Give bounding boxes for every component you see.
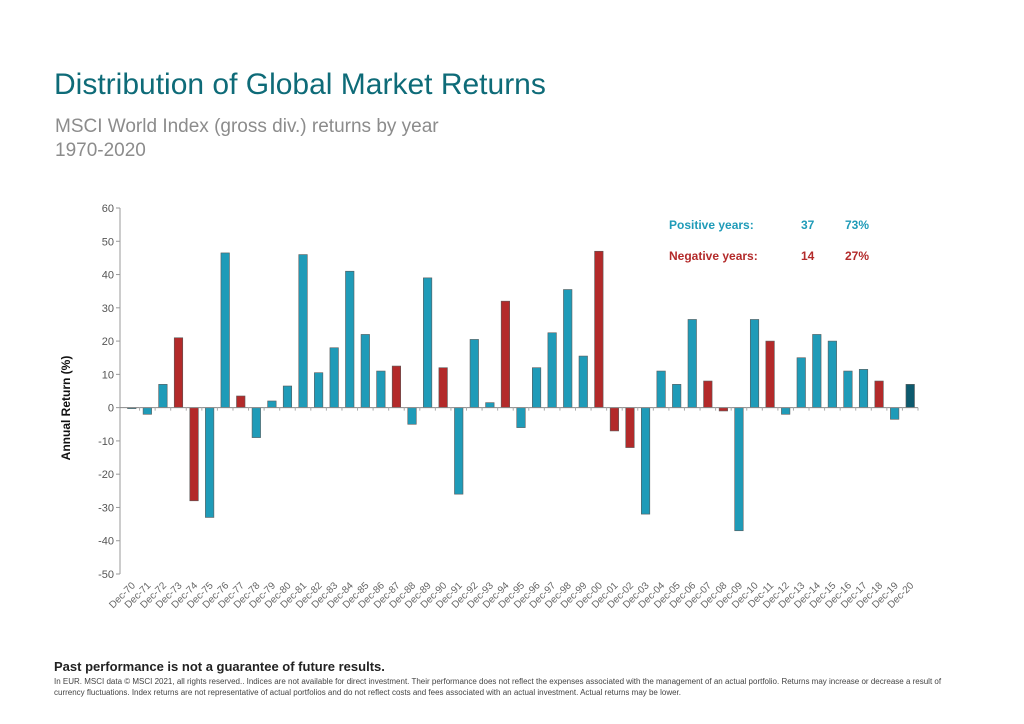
bar-dec-16 <box>843 370 853 408</box>
bar-dec-71 <box>142 407 152 415</box>
bar-dec-15 <box>827 340 837 408</box>
y-tick-label: 40 <box>102 270 114 282</box>
bar-dec-05 <box>672 384 682 408</box>
bar-chart: 60 50 40 30 20 10 0 -10 -20 -30 -40 -50 Dec-70Dec-7… <box>59 203 919 611</box>
bar-dec-10 <box>749 319 760 408</box>
bar-dec-94 <box>500 300 510 408</box>
bar-dec-04 <box>656 370 666 408</box>
bar-dec-86 <box>376 370 386 408</box>
bar-dec-17 <box>858 369 869 408</box>
y-axis: 60 50 40 30 20 10 0 -10 -20 -30 -40 -50 <box>98 203 121 581</box>
bar-dec-07 <box>703 380 713 408</box>
bar-dec-91 <box>454 407 464 495</box>
y-tick-label: 0 <box>108 403 114 415</box>
bar-dec-95 <box>516 407 526 428</box>
y-tick-label: 60 <box>102 203 114 215</box>
bar-dec-99 <box>578 355 588 408</box>
disclaimer-text: In EUR. MSCI data © MSCI 2021, all right… <box>54 677 942 697</box>
y-tick-label: -40 <box>98 536 114 548</box>
y-tick-label: -30 <box>98 502 114 514</box>
bar-dec-93 <box>485 402 495 408</box>
chart-title: Distribution of Global Market Returns <box>54 68 546 101</box>
chart-subtitle: MSCI World Index (gross div.) returns by… <box>55 116 439 137</box>
bar-dec-74 <box>189 407 199 502</box>
legend: Positive years: 37 73% Negative years: 1… <box>669 218 869 263</box>
legend-negative-pct: 27% <box>845 249 869 263</box>
legend-negative-label: Negative years: <box>669 249 758 263</box>
bar-dec-09 <box>734 407 744 532</box>
bar-dec-01 <box>609 407 619 432</box>
bar-dec-79 <box>267 400 277 408</box>
bar-dec-11 <box>765 340 775 408</box>
bar-dec-77 <box>236 395 246 408</box>
legend-positive-pct: 73% <box>845 218 869 232</box>
bar-dec-76 <box>220 252 230 408</box>
bar-dec-02 <box>625 407 635 448</box>
bar-dec-06 <box>687 319 697 408</box>
bar-dec-75 <box>205 407 215 518</box>
bar-dec-82 <box>314 372 324 408</box>
bar-dec-14 <box>812 334 822 408</box>
y-tick-label: 50 <box>102 236 114 248</box>
bar-dec-87 <box>391 365 402 408</box>
bar-dec-00 <box>594 250 604 408</box>
y-axis-label: Annual Return (%) <box>59 356 73 461</box>
bar-dec-78 <box>251 407 261 438</box>
bar-dec-08 <box>718 407 728 412</box>
y-tick-label: 30 <box>102 303 114 315</box>
bar-dec-72 <box>158 384 168 408</box>
bar-dec-97 <box>547 332 557 408</box>
bar-dec-73 <box>173 337 184 408</box>
bar-dec-18 <box>874 380 884 408</box>
x-axis: Dec-70Dec-71Dec-72Dec-73Dec-74Dec-75Dec-… <box>107 407 919 611</box>
bar-dec-84 <box>345 270 355 408</box>
bar-dec-98 <box>563 289 573 408</box>
bar-dec-20 <box>905 384 915 408</box>
bar-dec-81 <box>298 254 308 408</box>
bar-dec-89 <box>423 277 433 408</box>
bar-dec-83 <box>329 347 339 408</box>
legend-positive-count: 37 <box>801 218 815 232</box>
bar-dec-03 <box>640 407 651 515</box>
chart-date-range: 1970-2020 <box>55 140 146 161</box>
y-tick-label: 20 <box>102 336 114 348</box>
bar-dec-88 <box>407 407 417 425</box>
bar-dec-19 <box>890 407 900 420</box>
bar-dec-13 <box>796 357 806 408</box>
bar-dec-90 <box>438 367 448 408</box>
y-tick-label: 10 <box>102 369 114 381</box>
bar-dec-96 <box>532 367 542 408</box>
legend-positive-label: Positive years: <box>669 218 754 232</box>
bars <box>127 250 915 532</box>
bar-dec-80 <box>282 385 293 408</box>
y-tick-label: -20 <box>98 469 114 481</box>
bar-dec-12 <box>781 407 791 415</box>
bar-dec-85 <box>360 334 370 408</box>
disclaimer-title: Past performance is not a guarantee of f… <box>54 659 385 674</box>
legend-negative-count: 14 <box>801 249 815 263</box>
y-tick-label: -10 <box>98 436 114 448</box>
y-tick-label: -50 <box>98 569 114 581</box>
bar-dec-92 <box>469 339 479 408</box>
